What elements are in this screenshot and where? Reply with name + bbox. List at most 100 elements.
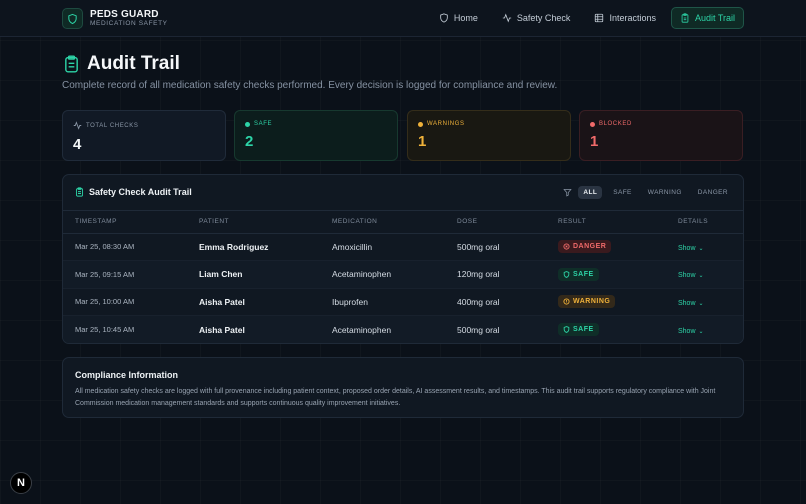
warning-dot-icon (418, 121, 423, 127)
main-nav: Home Safety Check Interactions Audit Tra… (424, 7, 744, 29)
show-details-label: Show (678, 272, 696, 280)
row-timestamp: Mar 25, 08:30 AM (63, 233, 187, 261)
safe-dot-icon (245, 121, 250, 127)
audit-title-text: Safety Check Audit Trail (89, 187, 192, 197)
audit-panel-title: Safety Check Audit Trail (75, 187, 192, 197)
row-medication: Acetaminophen (320, 260, 445, 289)
stat-blocked: BLOCKED 1 (579, 110, 743, 161)
clipboard-icon (76, 187, 83, 197)
nav-audit-trail[interactable]: Audit Trail (670, 7, 744, 29)
row-patient: Liam Chen (187, 260, 320, 289)
row-timestamp: Mar 25, 09:15 AM (63, 260, 187, 289)
status-badge-text: DANGER (573, 243, 607, 251)
activity-icon (502, 13, 512, 23)
compliance-info-panel: Compliance Information All medication sa… (62, 357, 744, 418)
activity-icon (73, 121, 82, 130)
status-badge: SAFE (558, 323, 599, 336)
stat-total-checks: TOTAL CHECKS 4 (62, 110, 226, 161)
row-medication: Ibuprofen (320, 288, 445, 316)
compliance-title: Compliance Information (75, 370, 179, 380)
status-badge-text: SAFE (573, 270, 594, 278)
audit-trail-panel: Safety Check Audit Trail ALL SAFE WARNIN… (62, 174, 744, 344)
result-filters: ALL SAFE WARNING DANGER (563, 186, 733, 199)
row-dose: 500mg oral (445, 315, 546, 343)
page-subtitle: Complete record of all medication safety… (62, 80, 558, 91)
col-details: DETAILS (666, 211, 743, 234)
stat-safe-label: SAFE (254, 121, 273, 127)
stat-safe-value: 2 (245, 133, 254, 150)
chevron-down-icon: ⌄ (698, 300, 704, 307)
table-row: Mar 25, 08:30 AM Emma Rodriguez Amoxicil… (63, 233, 743, 261)
row-dose: 120mg oral (445, 260, 546, 289)
row-patient: Emma Rodriguez (187, 233, 320, 261)
brand[interactable]: PEDS GUARD MEDICATION SAFETY (62, 8, 168, 29)
show-details-label: Show (678, 299, 696, 307)
shield-check-icon (563, 270, 570, 278)
stat-safe: SAFE 2 (234, 110, 398, 161)
col-dose: DOSE (445, 211, 546, 234)
col-timestamp: TIMESTAMP (63, 211, 187, 234)
col-result: RESULT (546, 211, 666, 234)
brand-subtitle: MEDICATION SAFETY (90, 20, 168, 27)
row-medication: Amoxicillin (320, 233, 445, 261)
stat-total-label: TOTAL CHECKS (86, 122, 139, 129)
nav-interactions-label: Interactions (609, 13, 656, 23)
chevron-down-icon: ⌄ (698, 273, 704, 280)
x-circle-icon (563, 243, 570, 250)
row-dose: 500mg oral (445, 233, 546, 261)
filter-safe[interactable]: SAFE (613, 189, 632, 196)
show-details-button[interactable]: Show ⌄ (678, 245, 704, 252)
page-header: Audit Trail (62, 53, 180, 75)
clipboard-icon (681, 13, 689, 23)
table-row: Mar 25, 09:15 AM Liam Chen Acetaminophen… (63, 260, 743, 289)
show-details-button[interactable]: Show ⌄ (678, 300, 704, 307)
show-details-button[interactable]: Show ⌄ (678, 272, 704, 279)
chevron-down-icon: ⌄ (698, 245, 704, 252)
shield-icon (62, 8, 83, 29)
row-timestamp: Mar 25, 10:45 AM (63, 315, 187, 343)
filter-danger[interactable]: DANGER (697, 189, 728, 196)
filter-all[interactable]: ALL (578, 186, 603, 199)
shield-check-icon (563, 326, 570, 333)
stat-total-value: 4 (73, 136, 82, 153)
nextjs-dev-badge[interactable]: N (10, 472, 32, 494)
filter-icon (563, 189, 573, 197)
stat-blocked-label: BLOCKED (599, 121, 632, 127)
nav-interactions[interactable]: Interactions (585, 7, 665, 29)
table-row: Mar 25, 10:00 AM Aisha Patel Ibuprofen 4… (63, 288, 743, 316)
status-badge: DANGER (558, 240, 612, 254)
status-badge-text: SAFE (573, 326, 594, 333)
show-details-label: Show (678, 327, 696, 335)
nav-safety-check[interactable]: Safety Check (493, 7, 580, 29)
table-header-row: TIMESTAMP PATIENT MEDICATION DOSE RESULT… (63, 211, 743, 234)
compliance-body: All medication safety checks are logged … (75, 388, 716, 407)
nav-audit-trail-label: Audit Trail (694, 13, 735, 23)
row-medication: Acetaminophen (320, 315, 445, 343)
row-dose: 400mg oral (445, 288, 546, 316)
top-bar: PEDS GUARD MEDICATION SAFETY Home Safety… (0, 0, 806, 37)
page-title: Audit Trail (87, 53, 180, 74)
grid-icon (595, 13, 604, 23)
row-timestamp: Mar 25, 10:00 AM (63, 288, 187, 316)
nav-home[interactable]: Home (430, 7, 487, 29)
status-badge-text: WARNING (573, 298, 611, 306)
status-badge: WARNING (558, 295, 616, 309)
row-patient: Aisha Patel (187, 288, 320, 316)
alert-circle-icon (563, 298, 570, 305)
clipboard-icon (62, 54, 81, 75)
col-patient: PATIENT (187, 211, 320, 234)
blocked-dot-icon (590, 121, 595, 127)
stat-warnings-value: 1 (418, 133, 427, 150)
show-details-button[interactable]: Show ⌄ (678, 328, 704, 335)
show-details-label: Show (678, 244, 696, 252)
stat-blocked-value: 1 (590, 133, 599, 150)
row-patient: Aisha Patel (187, 315, 320, 343)
filter-warning[interactable]: WARNING (647, 189, 682, 196)
chevron-down-icon: ⌄ (698, 328, 704, 335)
status-badge: SAFE (558, 267, 599, 281)
nav-home-label: Home (453, 13, 478, 23)
nav-safety-check-label: Safety Check (516, 13, 571, 23)
col-medication: MEDICATION (320, 211, 445, 234)
stat-warnings-label: WARNINGS (427, 121, 465, 127)
stat-warnings: WARNINGS 1 (407, 110, 571, 161)
